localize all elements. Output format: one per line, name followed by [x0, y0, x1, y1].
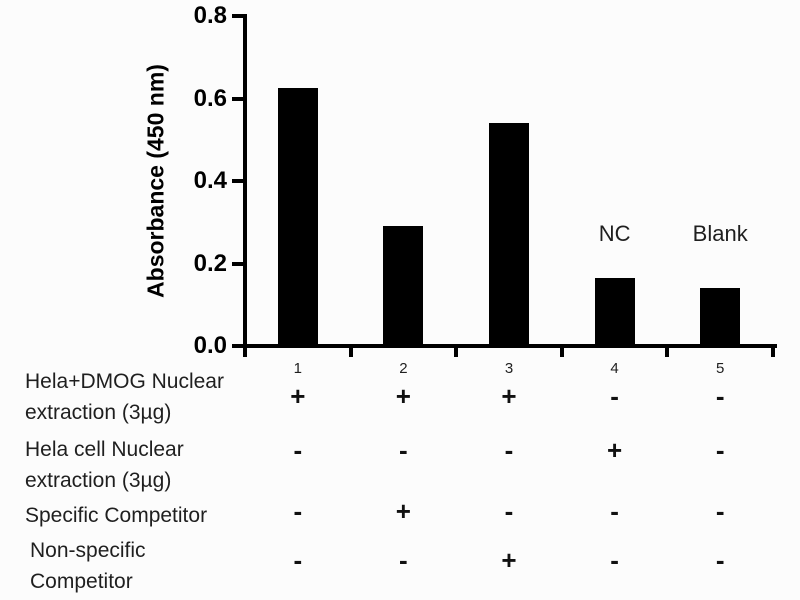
category-number-5: 5: [716, 360, 725, 377]
condition-row-label: Hela cell Nuclear extraction (3µg): [25, 438, 184, 492]
condition-cell-r1-c5: -: [715, 381, 725, 411]
condition-cell-r3-c1: -: [293, 496, 303, 526]
condition-cell-r4-c5: -: [715, 545, 725, 575]
condition-row-label: Non-specific Competitor: [30, 539, 146, 593]
condition-cell-r2-c3: -: [504, 435, 514, 465]
y-axis-tick: [232, 179, 245, 183]
condition-cell-r4-c2: -: [399, 545, 408, 575]
bar-3: [489, 123, 529, 346]
y-axis-tick-label: 0.8: [193, 2, 227, 29]
condition-cell-r1-c3: +: [501, 381, 517, 411]
bar-4: [594, 277, 635, 346]
y-axis-tick-label: 0.6: [193, 84, 227, 112]
x-axis-tick: [771, 346, 775, 357]
condition-cell-r1-c4: -: [610, 381, 619, 411]
annotation-nc: NC: [598, 221, 631, 246]
category-number-2: 2: [399, 360, 408, 377]
x-axis-line: [243, 344, 777, 348]
x-axis-tick: [454, 346, 459, 357]
bar-2: [383, 226, 424, 346]
condition-cell-r2-c1: -: [293, 435, 303, 465]
condition-cell-r4-c4: -: [610, 545, 619, 575]
category-number-3: 3: [504, 360, 514, 377]
y-axis-tick: [232, 14, 245, 18]
condition-cell-r2-c4: +: [607, 435, 623, 465]
y-axis-tick-label: 0.0: [193, 332, 227, 359]
y-axis-tick: [232, 344, 245, 348]
x-axis-tick: [559, 346, 564, 357]
condition-row-label: Hela+DMOG Nuclear extraction (3µg): [25, 370, 224, 424]
y-axis-line: [243, 14, 247, 348]
x-axis-tick: [665, 346, 670, 357]
condition-cell-r2-c2: -: [399, 435, 408, 465]
condition-cell-r4-c3: +: [501, 545, 517, 575]
condition-cell-r3-c5: -: [715, 496, 725, 526]
condition-cell-r3-c3: -: [504, 496, 514, 526]
x-axis-tick: [243, 346, 247, 357]
condition-cell-r2-c5: -: [715, 435, 725, 465]
annotation-blank: Blank: [692, 221, 748, 246]
y-axis-tick: [232, 261, 245, 266]
bar-5: [700, 288, 741, 346]
y-axis-tick: [232, 96, 245, 101]
y-axis-tick-label: 0.2: [193, 249, 227, 277]
condition-cell-r4-c1: -: [293, 545, 303, 575]
bar-1: [277, 88, 318, 346]
condition-row-label: Specific Competitor: [25, 504, 208, 527]
x-axis-tick: [348, 346, 353, 357]
category-number-4: 4: [610, 360, 619, 377]
y-axis-tick-label: 0.4: [193, 167, 227, 194]
condition-cell-r1-c1: +: [290, 381, 306, 411]
category-number-1: 1: [293, 360, 302, 377]
y-axis-title-text: Absorbance (450 nm): [142, 64, 169, 298]
condition-cell-r1-c2: +: [395, 381, 411, 411]
condition-cell-r3-c4: -: [610, 496, 619, 526]
condition-cell-r3-c2: +: [395, 496, 411, 526]
